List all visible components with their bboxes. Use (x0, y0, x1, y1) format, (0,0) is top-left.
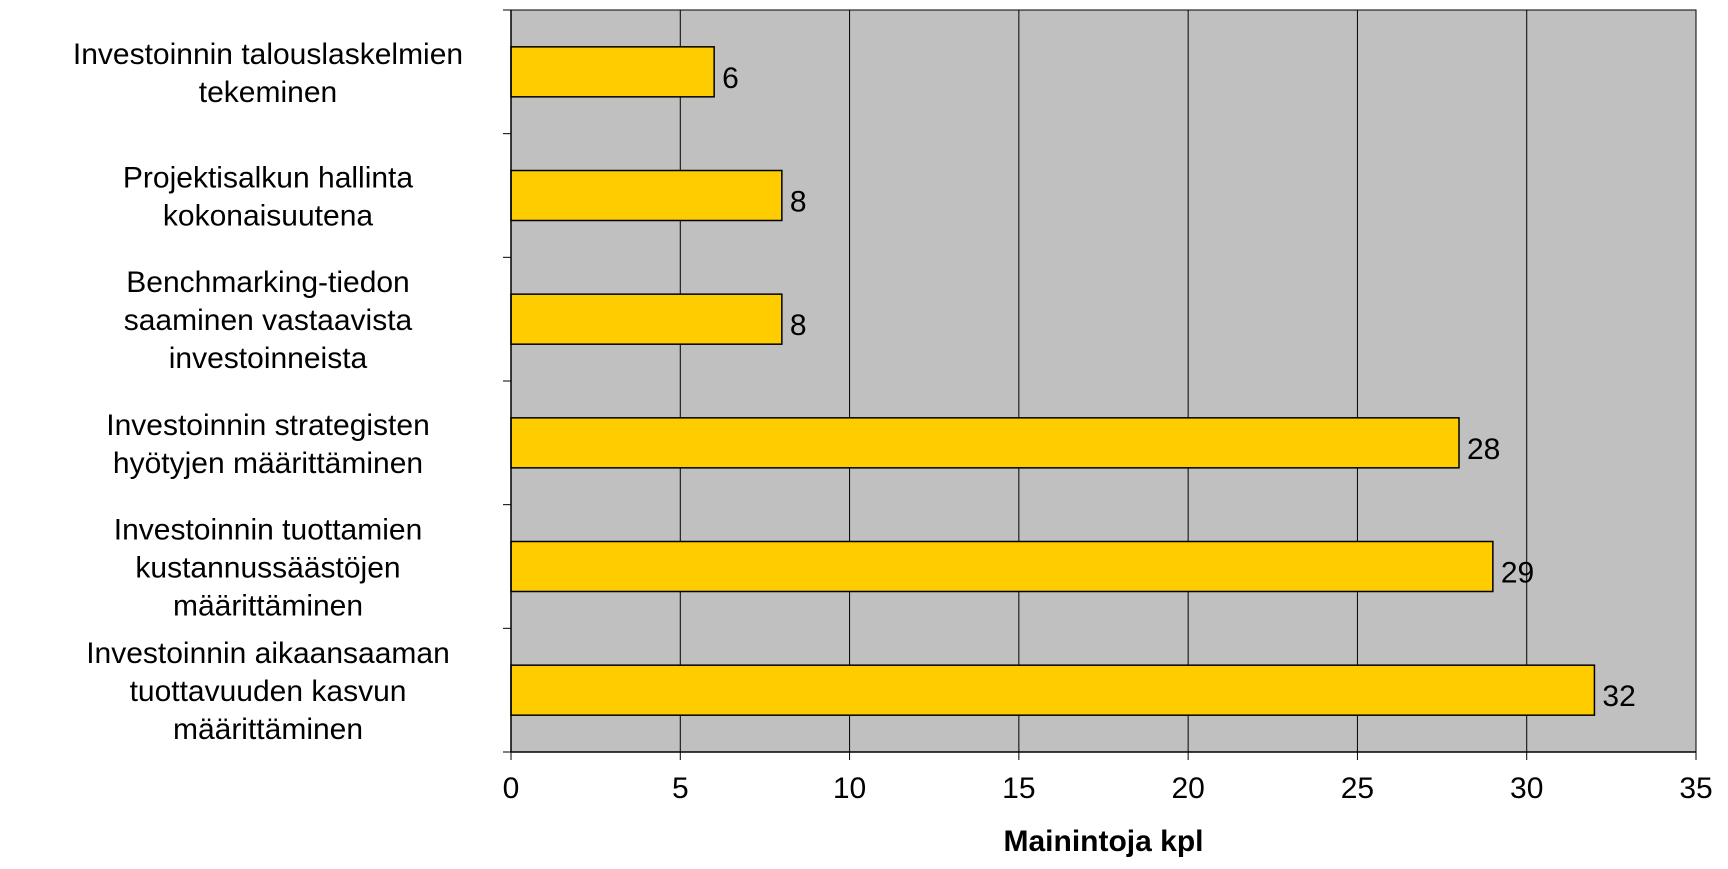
category-labels: Investoinnin talouslaskelmien tekeminen Pr… (73, 38, 463, 746)
data-labels: 6 8 8 28 29 32 (722, 62, 1636, 713)
data-label-3: 28 (1467, 433, 1500, 466)
bar-4 (510, 540, 1494, 593)
plot-area (510, 9, 1697, 753)
bar-5 (510, 664, 1596, 716)
category-label-5: Investoinnin aikaansaaman tuottavuuden ka… (86, 637, 450, 746)
bar-0 (510, 46, 715, 98)
category-label-line: Investoinnin aikaansaaman (86, 637, 450, 670)
category-label-line: kokonaisuutena (163, 200, 373, 233)
data-label-2: 8 (790, 309, 807, 342)
category-label-2: Benchmarking-tiedon saaminen vastaavista i… (124, 266, 413, 375)
x-axis-title: Mainintoja kpl (1003, 825, 1203, 858)
category-label-0: Investoinnin talouslaskelmien tekeminen (73, 38, 463, 109)
data-label-5: 32 (1602, 680, 1635, 713)
bar-2 (510, 293, 783, 345)
gridlines (679, 10, 1528, 752)
category-label-line: Investoinnin talouslaskelmien (73, 38, 463, 71)
axes (503, 9, 1697, 760)
bar-1 (510, 169, 783, 222)
x-tick-label-25: 25 (1341, 772, 1374, 805)
x-tick-label-5: 5 (672, 772, 689, 805)
x-tick-label-20: 20 (1171, 772, 1204, 805)
category-label-line: investoinneista (169, 342, 368, 375)
category-label-line: Investoinnin tuottamien (114, 514, 423, 547)
x-tick-label-10: 10 (833, 772, 866, 805)
x-tick-label-35: 35 (1679, 772, 1712, 805)
category-label-line: Investoinnin strategisten (106, 409, 430, 442)
category-label-line: Projektisalkun hallinta (123, 162, 413, 195)
category-label-line: määrittäminen (173, 590, 363, 623)
x-tick-label-30: 30 (1510, 772, 1543, 805)
data-label-4: 29 (1501, 557, 1534, 590)
category-label-line: tuottavuuden kasvun (130, 675, 407, 708)
category-label-4: Investoinnin tuottamien kustannussäästöje… (114, 514, 423, 623)
category-label-line: tekeminen (199, 76, 337, 109)
x-tick-labels: 0 5 10 15 20 25 30 35 (503, 772, 1713, 805)
data-label-1: 8 (790, 186, 807, 219)
x-tick-label-0: 0 (503, 772, 520, 805)
category-label-line: Benchmarking-tiedon (126, 266, 410, 299)
data-label-0: 6 (722, 62, 739, 95)
category-label-3: Investoinnin strategisten hyötyjen määrit… (106, 409, 430, 480)
x-tick-label-15: 15 (1002, 772, 1035, 805)
category-label-line: määrittäminen (173, 713, 363, 746)
category-label-1: Projektisalkun hallinta kokonaisuutena (123, 162, 413, 233)
category-label-line: kustannussäästöjen (135, 552, 400, 585)
category-label-line: saaminen vastaavista (124, 304, 413, 337)
bars (510, 46, 1596, 716)
bar-3 (510, 417, 1460, 469)
category-label-line: hyötyjen määrittäminen (113, 447, 423, 480)
